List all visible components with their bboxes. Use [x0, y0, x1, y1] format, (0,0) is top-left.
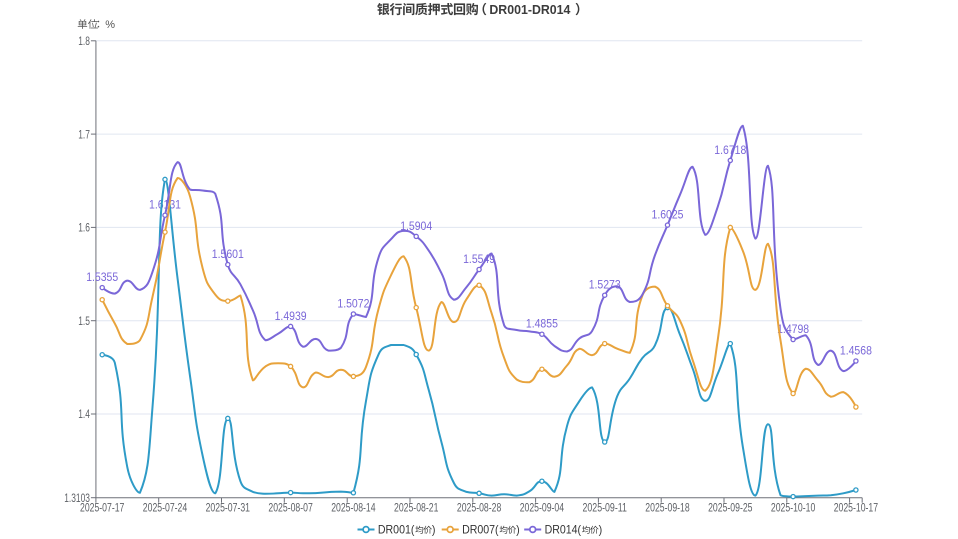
svg-text:1.4798: 1.4798 — [777, 322, 809, 336]
svg-text:2025-08-14: 2025-08-14 — [331, 501, 376, 515]
svg-text:1.4: 1.4 — [78, 407, 90, 421]
svg-text:): ) — [432, 523, 436, 537]
svg-text:1.4939: 1.4939 — [275, 309, 307, 323]
svg-text:2025-08-28: 2025-08-28 — [457, 501, 502, 515]
svg-text:2025-09-04: 2025-09-04 — [520, 501, 565, 515]
svg-text:2025-07-17: 2025-07-17 — [80, 501, 125, 515]
svg-text:1.6131: 1.6131 — [149, 198, 181, 212]
svg-text:1.5273: 1.5273 — [589, 278, 621, 292]
svg-text:%: % — [105, 19, 115, 31]
svg-text:2025-07-31: 2025-07-31 — [206, 501, 251, 515]
svg-text:1.5904: 1.5904 — [400, 219, 432, 233]
svg-text:1.8: 1.8 — [78, 34, 90, 48]
svg-text:DR014(: DR014( — [545, 523, 582, 537]
svg-text:1.5: 1.5 — [78, 314, 90, 328]
svg-text:1.3103: 1.3103 — [64, 491, 90, 505]
svg-text:): ) — [516, 523, 520, 537]
svg-text:2025-10-10: 2025-10-10 — [771, 501, 816, 515]
svg-text:DR007(: DR007( — [462, 523, 499, 537]
svg-text:1.6718: 1.6718 — [714, 143, 746, 157]
svg-text:1.5549: 1.5549 — [463, 252, 495, 266]
svg-text:1.4568: 1.4568 — [840, 344, 872, 358]
svg-text:DR001-DR014: DR001-DR014 — [489, 2, 571, 17]
svg-text:1.6025: 1.6025 — [652, 208, 684, 222]
svg-text:2025-10-17: 2025-10-17 — [834, 501, 879, 515]
svg-text:2025-09-25: 2025-09-25 — [708, 501, 753, 515]
svg-text:1.7: 1.7 — [78, 127, 90, 141]
svg-text:DR001(: DR001( — [378, 523, 415, 537]
svg-text:1.5355: 1.5355 — [86, 270, 118, 284]
svg-text:1.4855: 1.4855 — [526, 317, 558, 331]
svg-text:1.5072: 1.5072 — [337, 297, 369, 311]
svg-text:2025-07-24: 2025-07-24 — [143, 501, 188, 515]
svg-text:2025-08-21: 2025-08-21 — [394, 501, 439, 515]
svg-text:2025-09-18: 2025-09-18 — [645, 501, 690, 515]
svg-text:2025-09-11: 2025-09-11 — [583, 501, 628, 515]
svg-text:1.6: 1.6 — [78, 221, 90, 235]
svg-text:2025-08-07: 2025-08-07 — [268, 501, 313, 515]
svg-text:1.5601: 1.5601 — [212, 247, 244, 261]
svg-text:): ) — [599, 523, 603, 537]
